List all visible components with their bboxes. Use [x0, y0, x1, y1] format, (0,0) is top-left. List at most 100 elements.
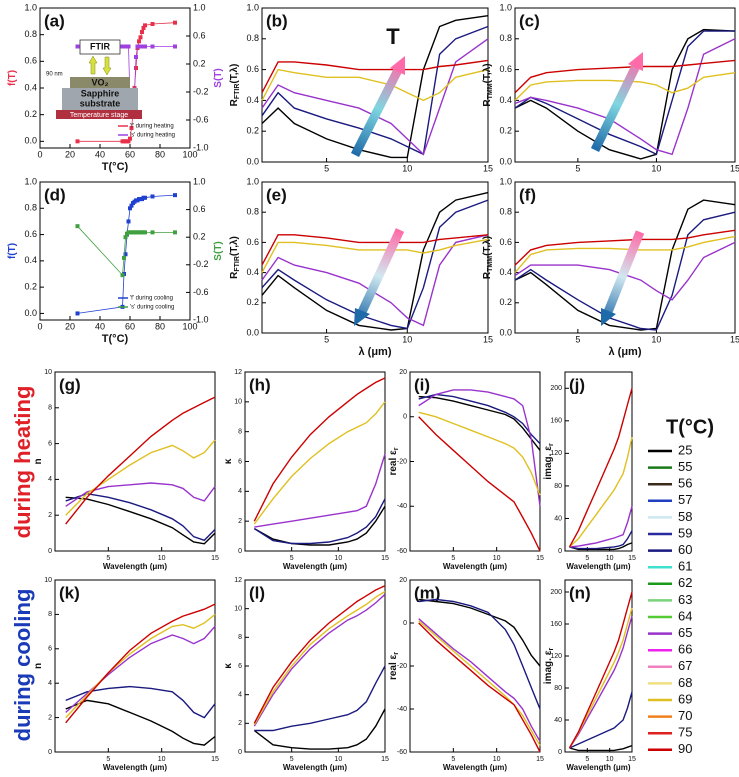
y-tick-label: 20: [399, 369, 407, 376]
x-axis-title: λ (μm): [608, 346, 641, 358]
marker: [128, 206, 132, 211]
series-line: [569, 744, 633, 752]
series-line: [254, 453, 386, 528]
x-tick-label: 15: [483, 163, 493, 173]
axis-title: n: [33, 458, 44, 464]
series-line: [569, 542, 633, 551]
marker: [173, 20, 177, 25]
legend-label: 62: [678, 575, 692, 590]
inset-layer: [62, 88, 138, 110]
series-line: [418, 416, 541, 552]
series-line: [418, 395, 541, 451]
arrows: T: [350, 24, 645, 326]
panel-label: (k): [59, 583, 80, 602]
y2-tick-label: -0.2: [193, 259, 209, 269]
x-tick-label: 80: [155, 321, 165, 331]
series-line: [261, 234, 489, 327]
y-tick-label: 1.0: [246, 2, 259, 12]
marker: [126, 219, 131, 224]
x-tick-label: 20: [65, 321, 75, 331]
marker: [137, 39, 141, 44]
axis-title-part: TMM: [487, 256, 494, 272]
x-tick-label: 5: [575, 163, 580, 173]
plot-frame: [39, 181, 191, 321]
marker: [150, 194, 155, 199]
legend-label: 59: [678, 525, 692, 540]
y-tick-label: 0.2: [24, 282, 37, 292]
axis-title-part: R: [482, 99, 493, 107]
x-tick-label: 10: [158, 555, 166, 562]
axis-title-part: n: [33, 458, 44, 464]
axis-title-part: n: [33, 663, 44, 669]
series-line: [65, 496, 216, 545]
legend-label: 'f' during cooling: [130, 296, 173, 302]
y-tick-label: 0.6: [24, 229, 37, 239]
series-line: [514, 28, 736, 160]
y-tick-label: 0: [558, 749, 562, 756]
x-tick-label: 0: [37, 149, 42, 159]
axis-title-part: S(T): [213, 68, 224, 87]
y-tick-label: 4: [238, 488, 242, 495]
marker: [129, 126, 134, 130]
x-tick-label: 100: [182, 321, 197, 331]
x-tick-label: 5: [575, 334, 580, 344]
x-axis-title: Wavelength (μm): [283, 562, 347, 571]
panel-label: (d): [44, 185, 66, 204]
y2-tick-label: -0.6: [193, 114, 209, 124]
y-tick-label: 0.0: [499, 156, 512, 166]
legend-label: 90: [678, 741, 692, 756]
series-line: [261, 191, 489, 331]
inset-text: Sapphire: [81, 88, 120, 98]
y-tick-label: 200: [550, 589, 562, 596]
axis-title-part: (T,λ): [229, 236, 240, 256]
y2-tick-label: 0.6: [193, 204, 206, 214]
axis-title-part: R: [229, 98, 240, 106]
plot-frame: [514, 7, 736, 163]
y-tick-label: 0: [403, 620, 407, 627]
series-line: [418, 598, 541, 667]
x-tick-label: 10: [334, 756, 342, 763]
x-axis-title: T(°C): [102, 333, 129, 345]
y-tick-label: -60: [397, 749, 407, 756]
y-tick-label: 40: [554, 717, 562, 724]
axis-title: RTMM(T,λ): [482, 63, 495, 106]
legend-label: 58: [678, 509, 692, 524]
series-line: [568, 591, 633, 749]
series-line: [65, 603, 216, 724]
panel-label: (f): [519, 185, 536, 204]
series-line: [569, 506, 633, 548]
row-label: during heating: [10, 386, 35, 539]
series-line: [568, 615, 633, 749]
annotation: T: [386, 24, 400, 49]
x-tick-label: 5: [106, 756, 110, 763]
axis-title-part: κ: [223, 663, 234, 669]
x-tick-label: 5: [106, 555, 110, 562]
inset-text: FTIR: [90, 41, 110, 51]
marker: [75, 44, 80, 49]
series-line: [514, 211, 736, 331]
x-tick-label: 5: [290, 756, 294, 763]
series-line: [261, 68, 489, 102]
legend-label: 67: [678, 658, 692, 673]
axis-title-part: R: [482, 271, 493, 279]
marker: [143, 44, 147, 49]
y-tick-label: 120: [550, 450, 562, 457]
y-tick-label: -20: [397, 663, 407, 670]
series-line: [253, 505, 386, 546]
axis-title-part: r: [548, 443, 555, 446]
y2-tick-label: -0.2: [193, 86, 209, 96]
y-tick-label: 20: [399, 577, 407, 584]
series-line: [261, 59, 489, 94]
marker: [173, 193, 177, 198]
legend-label: 's' during cooling: [130, 305, 174, 311]
marker: [141, 26, 146, 30]
plot-frame: [54, 371, 216, 552]
y-tick-label: 160: [550, 418, 562, 425]
y-tick-label: 200: [550, 385, 562, 392]
y-tick-label: 1.0: [24, 176, 37, 186]
inset-arrow: [88, 55, 98, 75]
panel-label: (e): [266, 185, 287, 204]
series-line: [261, 15, 489, 159]
series-line: [569, 691, 633, 749]
legend-label: 64: [678, 608, 692, 623]
